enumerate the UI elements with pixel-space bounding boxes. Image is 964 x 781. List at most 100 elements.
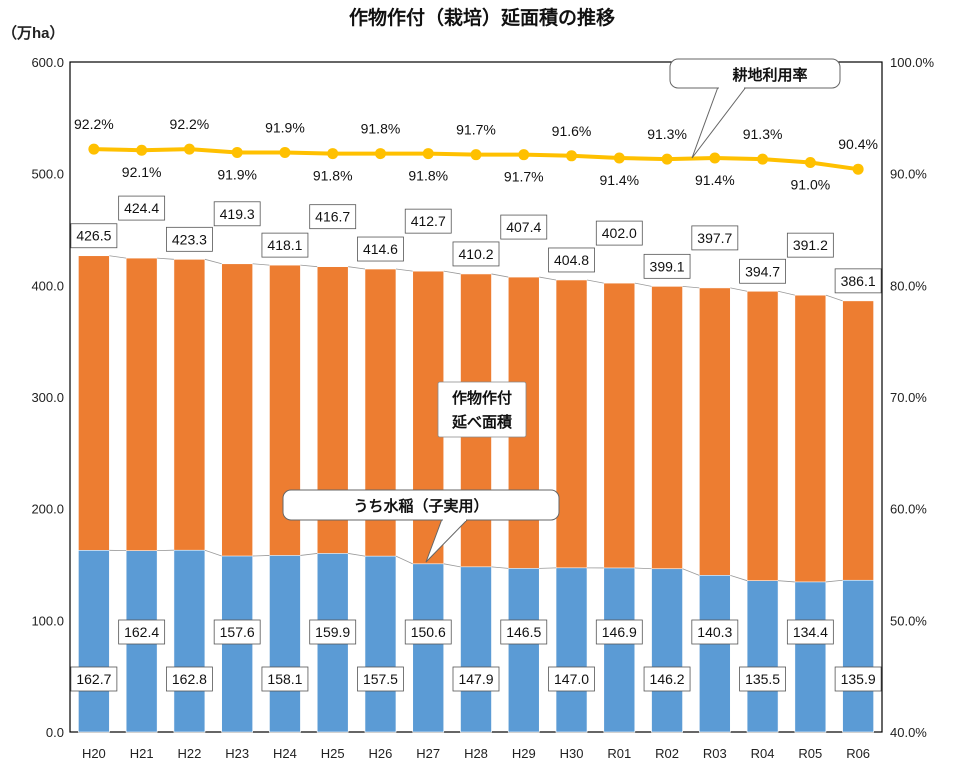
rice-data-label: 157.5 <box>363 671 398 687</box>
total-data-label-box <box>452 241 500 267</box>
right-tick-label: 80.0% <box>890 278 927 293</box>
rice-connector-line <box>300 553 318 556</box>
total-data-label-box <box>548 247 595 273</box>
utilization-rate-label: 91.6% <box>552 123 592 139</box>
x-tick-label: H27 <box>416 746 440 761</box>
rice-callout-label: うち水稲（子実用） <box>353 497 488 515</box>
bar-rice-area <box>651 568 683 733</box>
left-tick-label: 500.0 <box>31 167 64 182</box>
right-tick-label: 60.0% <box>890 502 927 517</box>
rice-data-label: 146.9 <box>602 624 637 640</box>
total-data-label: 416.7 <box>315 209 350 225</box>
left-tick-label: 600.0 <box>31 55 64 70</box>
total-connector-line <box>682 285 700 289</box>
rice-data-label-box <box>786 619 834 645</box>
total-area-callout-line2: 延べ面積 <box>451 413 513 431</box>
bar-rice-area <box>746 580 779 733</box>
total-data-label-box <box>595 220 643 246</box>
utilization-rate-label: 91.9% <box>217 166 257 182</box>
total-connector-line <box>204 258 222 265</box>
rice-data-label-box <box>739 666 786 692</box>
utilization-rate-label: 91.8% <box>408 168 448 184</box>
rice-data-label: 162.4 <box>124 624 159 640</box>
utilization-rate-point <box>88 143 100 155</box>
total-connector-line <box>443 270 461 275</box>
utilization-rate-label: 91.4% <box>695 172 735 188</box>
utilization-rate-label: 92.2% <box>170 116 210 132</box>
rice-connector-line <box>730 574 748 582</box>
right-tick-label: 70.0% <box>890 390 927 405</box>
bar-rice-area <box>699 575 731 733</box>
rice-data-label: 146.2 <box>650 671 685 687</box>
rate-callout-pointer <box>691 86 748 159</box>
left-tick-label: 200.0 <box>31 502 64 517</box>
rice-connector-line <box>443 563 461 568</box>
rice-data-label: 146.5 <box>506 624 541 640</box>
x-tick-label: H21 <box>130 746 154 761</box>
x-tick-label: H23 <box>225 746 249 761</box>
rice-data-label: 162.8 <box>172 671 207 687</box>
x-tick-label: R02 <box>655 746 679 761</box>
utilization-rate-label: 91.3% <box>743 126 783 142</box>
utilization-rate-point <box>709 152 721 164</box>
bar-rice-area <box>269 555 301 733</box>
rice-data-label-box <box>691 619 739 645</box>
x-tick-label: R01 <box>607 746 631 761</box>
bar-rice-area <box>460 566 492 733</box>
total-data-label: 423.3 <box>172 231 207 247</box>
rice-data-label: 157.6 <box>220 624 255 640</box>
total-data-label-box <box>213 201 261 227</box>
utilization-rate-point <box>661 153 673 165</box>
utilization-rate-point <box>422 148 434 160</box>
x-tick-label: H25 <box>321 746 345 761</box>
rice-data-label: 147.9 <box>458 671 493 687</box>
utilization-rate-point <box>183 143 195 155</box>
rice-connector-line <box>252 555 270 557</box>
utilization-rate-point <box>374 148 386 160</box>
total-data-label: 418.1 <box>267 237 302 253</box>
utilization-rate-point <box>613 152 625 164</box>
rice-data-label-box <box>261 666 309 692</box>
total-data-label-box <box>786 232 834 258</box>
total-data-label: 394.7 <box>745 263 780 279</box>
total-connector-line <box>157 257 174 260</box>
utilization-rate-point <box>757 153 769 165</box>
total-data-label: 410.2 <box>458 246 493 262</box>
utilization-rate-point <box>470 149 482 161</box>
bar-rice-area <box>603 567 636 733</box>
utilization-rate-label: 90.4% <box>838 136 878 152</box>
utilization-rate-label: 91.3% <box>647 126 687 142</box>
rice-data-label-box <box>548 666 595 692</box>
utilization-rate-point <box>136 144 148 156</box>
rice-connector-line <box>204 549 222 557</box>
rice-connector-line <box>539 567 557 569</box>
rice-connector-line <box>348 553 366 557</box>
total-data-label: 424.4 <box>124 200 159 216</box>
total-data-label-box <box>166 226 213 252</box>
x-tick-label: H30 <box>560 746 584 761</box>
total-connector-line <box>825 294 843 302</box>
utilization-rate-label: 91.8% <box>313 168 353 184</box>
bar-rice-area <box>842 579 874 733</box>
total-data-label-box <box>739 258 786 284</box>
total-connector-line <box>109 255 127 259</box>
x-tick-label: R06 <box>846 746 870 761</box>
rice-data-label-box <box>118 619 166 645</box>
utilization-rate-label: 92.2% <box>74 116 114 132</box>
rice-data-label-box <box>500 619 548 645</box>
total-data-label-box <box>834 268 882 294</box>
y-axis-unit-label: （万ha） <box>2 24 65 42</box>
bar-rice-area <box>364 555 397 733</box>
rice-data-label-box <box>213 619 261 645</box>
x-tick-label: H22 <box>177 746 201 761</box>
total-connector-line <box>586 279 604 284</box>
rice-data-label-box <box>404 619 452 645</box>
total-data-label-box <box>261 232 309 258</box>
total-data-label: 419.3 <box>220 206 255 222</box>
utilization-rate-point <box>852 163 864 175</box>
total-data-label: 426.5 <box>76 228 111 244</box>
rice-data-label-box <box>452 666 500 692</box>
total-connector-line <box>634 282 652 287</box>
total-connector-line <box>730 287 748 292</box>
utilization-rate-label: 91.7% <box>504 169 544 185</box>
